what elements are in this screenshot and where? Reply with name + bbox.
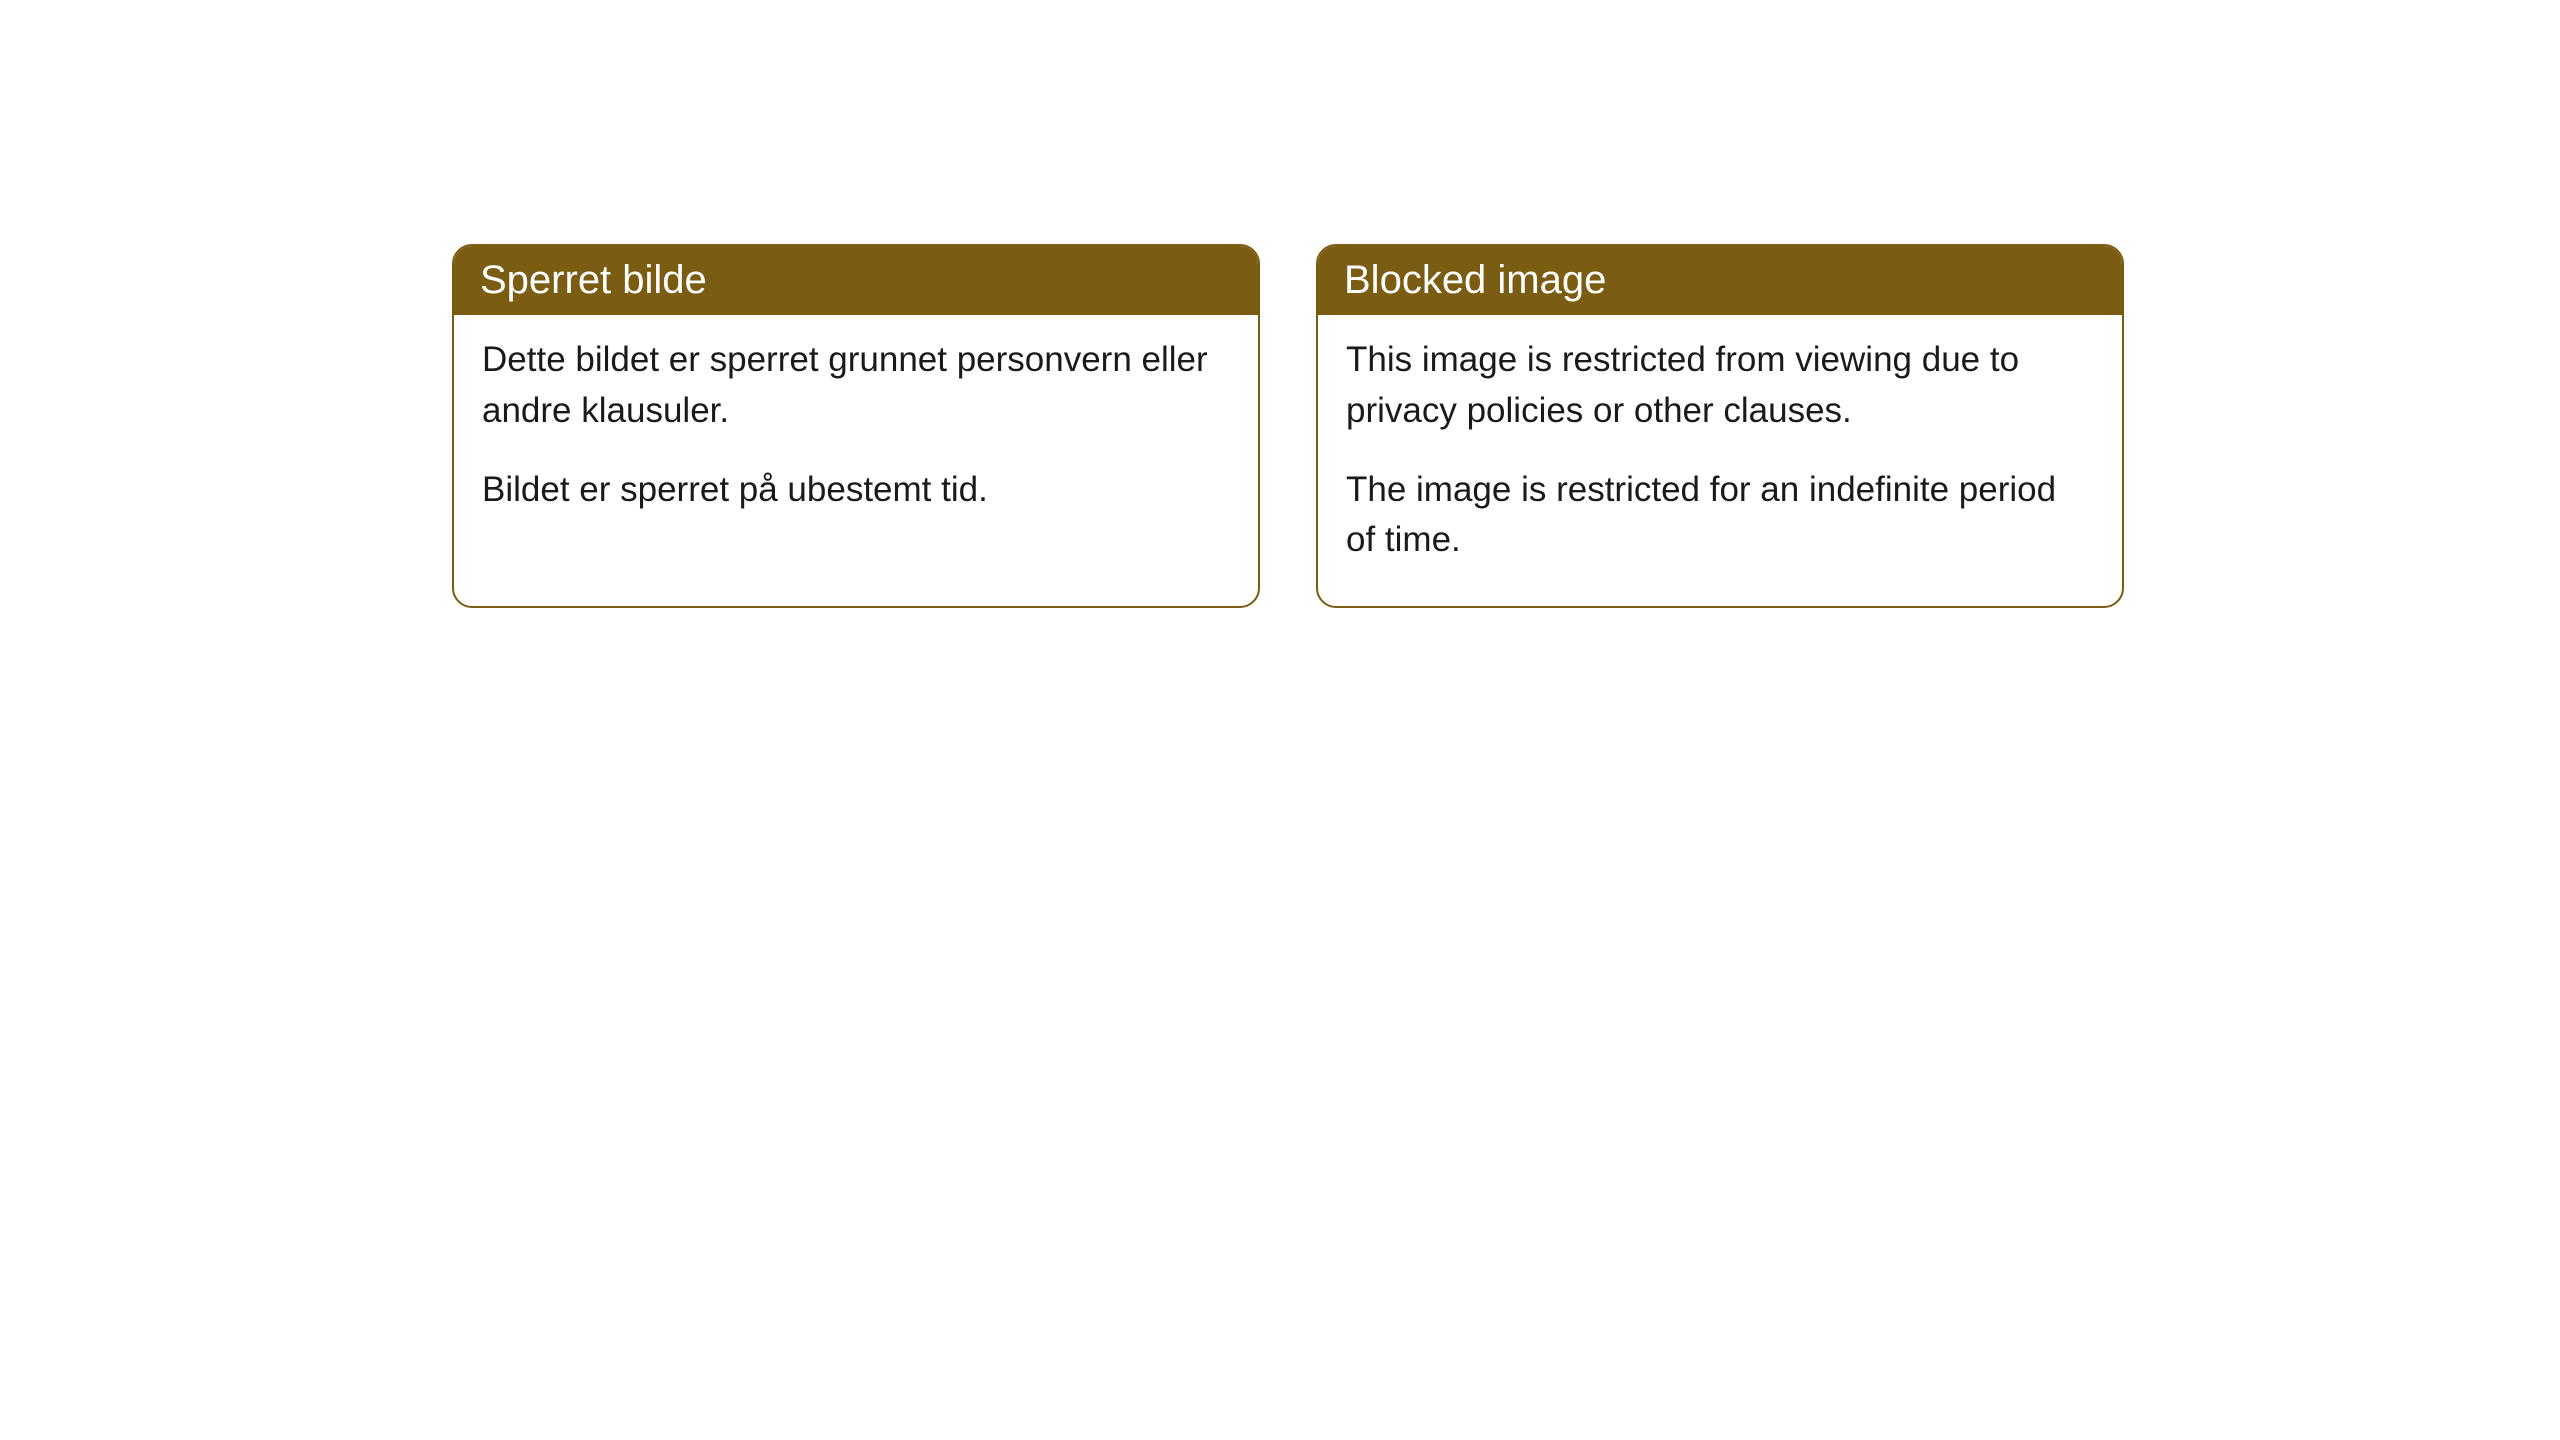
card-body: This image is restricted from viewing du… <box>1318 315 2122 606</box>
notice-cards-container: Sperret bilde Dette bildet er sperret gr… <box>0 0 2560 608</box>
card-title: Sperret bilde <box>480 258 707 302</box>
card-body: Dette bildet er sperret grunnet personve… <box>454 315 1258 555</box>
card-paragraph: Bildet er sperret på ubestemt tid. <box>482 465 1230 516</box>
card-title: Blocked image <box>1344 258 1606 302</box>
blocked-image-card-norwegian: Sperret bilde Dette bildet er sperret gr… <box>452 244 1260 608</box>
blocked-image-card-english: Blocked image This image is restricted f… <box>1316 244 2124 608</box>
card-paragraph: The image is restricted for an indefinit… <box>1346 465 2094 567</box>
card-paragraph: Dette bildet er sperret grunnet personve… <box>482 335 1230 437</box>
card-paragraph: This image is restricted from viewing du… <box>1346 335 2094 437</box>
card-header: Sperret bilde <box>454 246 1258 315</box>
card-header: Blocked image <box>1318 246 2122 315</box>
